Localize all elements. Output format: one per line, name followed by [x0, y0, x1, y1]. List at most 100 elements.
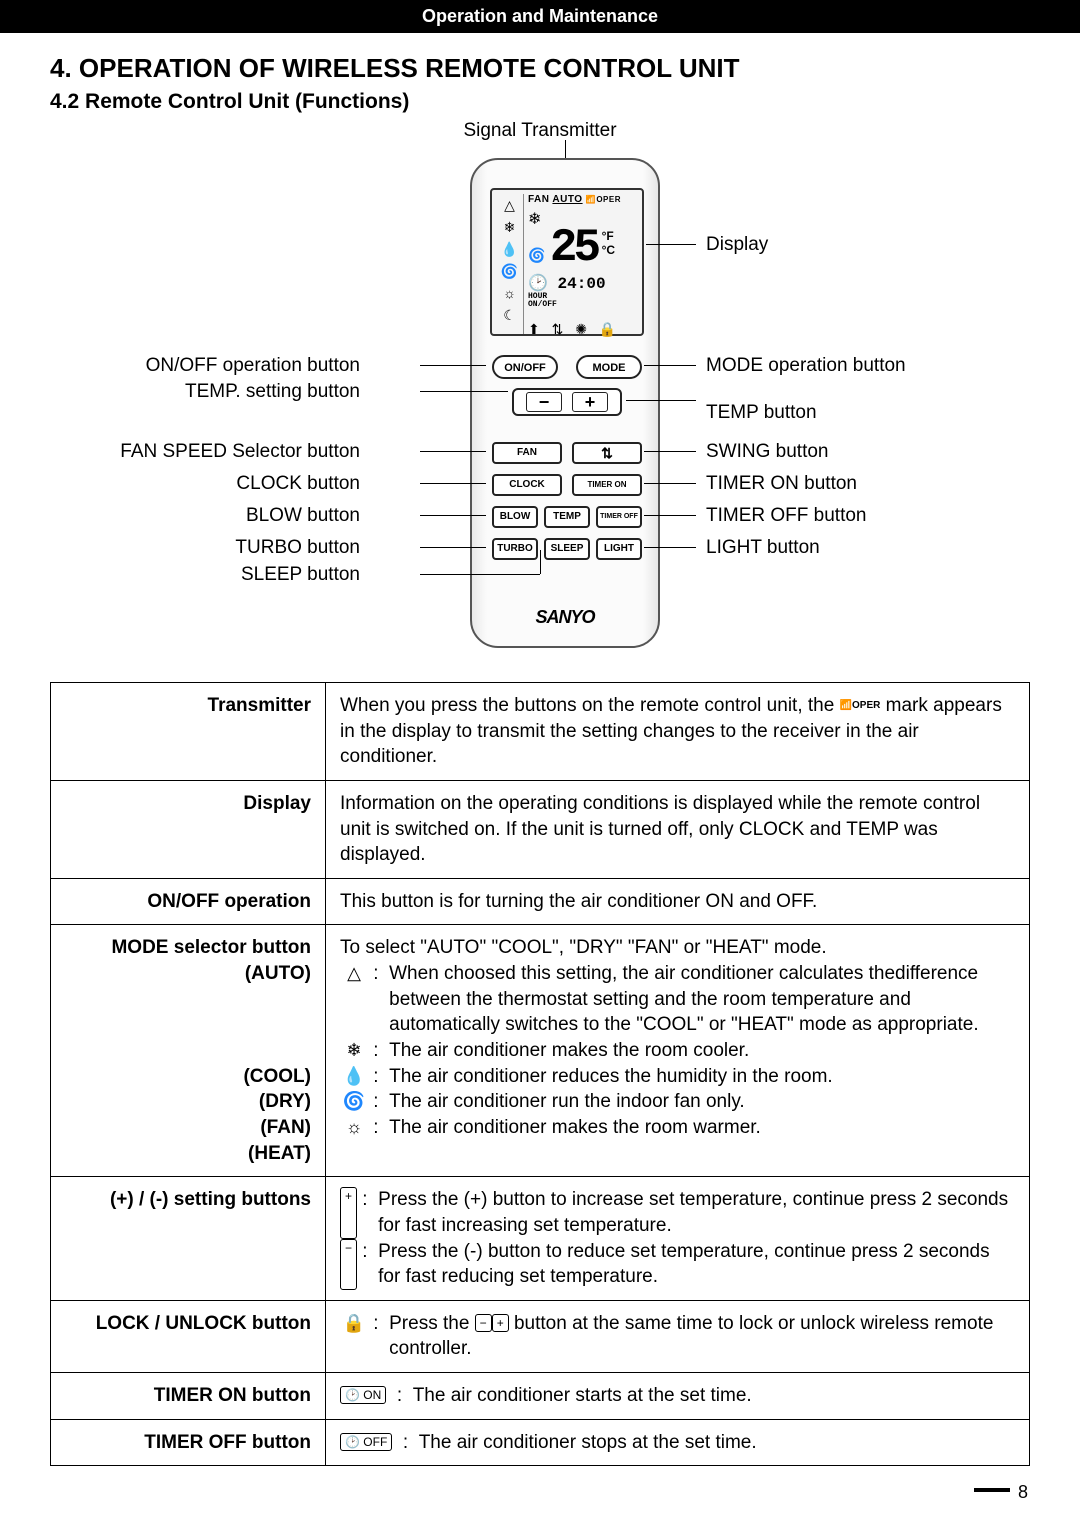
row-value: To select "AUTO" "COOL", "DRY" "FAN" or …: [326, 925, 1030, 1177]
temp-plus-button[interactable]: +: [572, 392, 608, 412]
lcd-hour-onoff: HOURON/OFF: [528, 293, 557, 309]
lcd-auto-label: AUTO: [552, 194, 582, 205]
leader-line: [420, 391, 508, 392]
leader-line: [644, 515, 696, 516]
callout-fanspeed: FAN SPEED Selector button: [120, 441, 360, 463]
temp-setting-group: − +: [512, 388, 622, 416]
temp-minus-button[interactable]: −: [526, 392, 562, 412]
fan-icon: 🌀: [340, 1089, 368, 1115]
lcd-main: FAN AUTO 📶OPER ❄ 🌀 25 °F°C 🕑 24:00: [528, 194, 638, 338]
lcd-display: △ ❄ 💧 🌀 ☼ ☾ FAN AUTO 📶OPER ❄ 🌀 25 °F°C: [490, 188, 644, 336]
oper-icon: 📶OPER: [840, 700, 881, 711]
callout-swing: SWING button: [706, 441, 829, 463]
leader-line: [420, 451, 486, 452]
row-key: MODE selector button (AUTO) (COOL) (DRY)…: [51, 925, 326, 1177]
row-key: (+) / (-) setting buttons: [51, 1177, 326, 1301]
dry-icon: 💧: [340, 1064, 368, 1090]
mode-auto-label: (AUTO): [65, 961, 311, 987]
minus-box-icon: −: [475, 1314, 492, 1332]
leader-line: [420, 483, 486, 484]
description-table: Transmitter When you press the buttons o…: [50, 682, 1030, 1466]
leader-line: [540, 550, 541, 574]
lcd-temp-value: 25: [550, 229, 597, 267]
callout-display: Display: [706, 234, 768, 256]
mode-fan-label: (FAN): [65, 1115, 311, 1141]
fan-button[interactable]: FAN: [492, 442, 562, 464]
brand-logo: SANYO: [472, 607, 658, 628]
lcd-oper-label: 📶OPER: [586, 195, 621, 204]
row-value: Information on the operating conditions …: [326, 780, 1030, 878]
mode-heat-label: (HEAT): [65, 1141, 311, 1167]
plus-box-icon: +: [492, 1314, 509, 1332]
cool-icon: ❄: [340, 1038, 368, 1064]
lcd-spiral-icon: 🌀: [528, 247, 545, 263]
table-row: (+) / (-) setting buttons + : Press the …: [51, 1177, 1030, 1301]
table-row: TIMER OFF button 🕑 OFF : The air conditi…: [51, 1419, 1030, 1466]
lcd-clock-value: 24:00: [558, 275, 606, 293]
onoff-button[interactable]: ON/OFF: [492, 355, 558, 379]
mode-dry-label: (DRY): [65, 1089, 311, 1115]
lcd-snowflake-icon: ❄: [528, 211, 541, 228]
row-value: This button is for turning the air condi…: [326, 878, 1030, 925]
table-row: Display Information on the operating con…: [51, 780, 1030, 878]
callout-turbo: TURBO button: [235, 537, 360, 559]
timer-on-button[interactable]: TIMER ON: [572, 474, 642, 496]
row-key: TIMER ON button: [51, 1373, 326, 1420]
callout-light: LIGHT button: [706, 537, 820, 559]
header-bar: Operation and Maintenance: [0, 0, 1080, 33]
callout-timeroff: TIMER OFF button: [706, 505, 866, 527]
section-title: 4. OPERATION OF WIRELESS REMOTE CONTROL …: [50, 53, 1030, 84]
callout-onoff: ON/OFF operation button: [146, 355, 360, 377]
mode-button[interactable]: MODE: [576, 355, 642, 379]
callout-timeron: TIMER ON button: [706, 473, 857, 495]
row-key: LOCK / UNLOCK button: [51, 1300, 326, 1372]
subsection-title: 4.2 Remote Control Unit (Functions): [50, 90, 1030, 114]
blow-button[interactable]: BLOW: [492, 506, 538, 528]
lcd-clock-icon: 🕑: [528, 275, 548, 293]
row-key: TIMER OFF button: [51, 1419, 326, 1466]
callout-mode: MODE operation button: [706, 355, 906, 377]
turbo-button[interactable]: TURBO: [492, 538, 538, 560]
lcd-fan-label: FAN: [528, 194, 550, 205]
mode-cool-label: (COOL): [65, 1064, 311, 1090]
sleep-button[interactable]: SLEEP: [544, 538, 590, 560]
row-value: 🕑 ON : The air conditioner starts at the…: [326, 1373, 1030, 1420]
swing-button[interactable]: ⇅: [572, 442, 642, 464]
lcd-unit-labels: °F°C: [602, 229, 615, 257]
table-row: Transmitter When you press the buttons o…: [51, 683, 1030, 781]
table-row: MODE selector button (AUTO) (COOL) (DRY)…: [51, 925, 1030, 1177]
row-value: + : Press the (+) button to increase set…: [326, 1177, 1030, 1301]
leader-line: [420, 365, 486, 366]
table-row: TIMER ON button 🕑 ON : The air condition…: [51, 1373, 1030, 1420]
callout-clock: CLOCK button: [236, 473, 360, 495]
callout-sleep: SLEEP button: [241, 564, 360, 586]
page-number: 8: [0, 1476, 1080, 1523]
page-content: 4. OPERATION OF WIRELESS REMOTE CONTROL …: [0, 33, 1080, 1476]
signal-transmitter-label: Signal Transmitter: [50, 120, 1030, 142]
plus-box-icon: +: [340, 1187, 357, 1238]
leader-line: [626, 400, 696, 401]
minus-box-icon: −: [340, 1239, 357, 1290]
leader-line: [644, 451, 696, 452]
timer-off-box-icon: 🕑 OFF: [340, 1433, 392, 1451]
callout-tempbtn: TEMP button: [706, 402, 817, 424]
temp-button[interactable]: TEMP: [544, 506, 590, 528]
lcd-bottom-icons: ⬆ ⇅ ✺ 🔒: [528, 315, 638, 338]
light-button[interactable]: LIGHT: [596, 538, 642, 560]
row-key: Transmitter: [51, 683, 326, 781]
timer-on-box-icon: 🕑 ON: [340, 1386, 386, 1404]
lcd-mode-icons: △ ❄ 💧 🌀 ☼ ☾: [496, 194, 524, 334]
table-row: ON/OFF operation This button is for turn…: [51, 878, 1030, 925]
leader-line: [646, 244, 696, 245]
heat-icon: ☼: [340, 1115, 368, 1141]
leader-line: [644, 365, 696, 366]
clock-button[interactable]: CLOCK: [492, 474, 562, 496]
row-key: Display: [51, 780, 326, 878]
remote-diagram: △ ❄ 💧 🌀 ☼ ☾ FAN AUTO 📶OPER ❄ 🌀 25 °F°C: [50, 144, 1030, 664]
leader-line: [420, 574, 540, 575]
timer-off-button[interactable]: TIMER OFF: [596, 506, 642, 528]
leader-line: [420, 547, 486, 548]
auto-icon: △: [340, 961, 368, 1038]
lock-icon: 🔒: [340, 1311, 368, 1362]
row-value: When you press the buttons on the remote…: [326, 683, 1030, 781]
